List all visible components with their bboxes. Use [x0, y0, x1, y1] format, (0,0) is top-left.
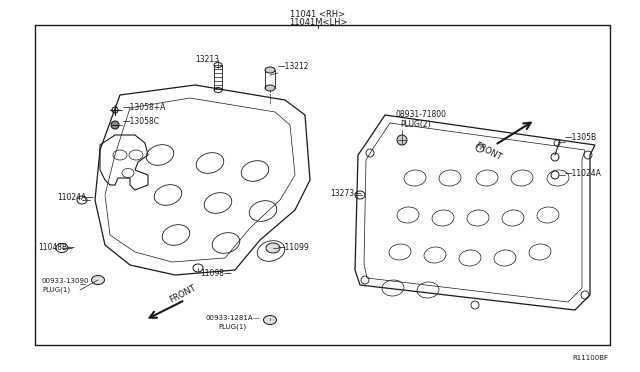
- Ellipse shape: [266, 243, 280, 253]
- Text: 00933-13090: 00933-13090: [42, 278, 90, 284]
- Text: 11024A—: 11024A—: [57, 193, 94, 202]
- Text: 11041M<LH>: 11041M<LH>: [289, 18, 348, 27]
- Text: FRONT: FRONT: [168, 283, 198, 305]
- Text: 13273—: 13273—: [330, 189, 362, 198]
- Text: FRONT: FRONT: [473, 141, 502, 163]
- Text: PLUG(2): PLUG(2): [400, 120, 431, 129]
- Text: 11041 <RH>: 11041 <RH>: [291, 10, 346, 19]
- Text: —11099: —11099: [278, 243, 310, 251]
- Text: —1305B: —1305B: [565, 134, 597, 142]
- Ellipse shape: [92, 276, 104, 285]
- Text: 00933-1281A—: 00933-1281A—: [205, 315, 260, 321]
- Text: R11100BF: R11100BF: [572, 355, 608, 361]
- Ellipse shape: [265, 85, 275, 91]
- Circle shape: [111, 121, 119, 129]
- Text: PLUG(1): PLUG(1): [42, 287, 70, 293]
- Text: —13212: —13212: [278, 62, 310, 71]
- Text: —13058+A: —13058+A: [123, 103, 166, 112]
- Text: —13058C: —13058C: [123, 118, 160, 126]
- Text: 13213: 13213: [195, 55, 219, 64]
- Ellipse shape: [265, 67, 275, 73]
- Text: —11024A: —11024A: [565, 169, 602, 177]
- Ellipse shape: [264, 315, 276, 324]
- Text: PLUG(1): PLUG(1): [218, 324, 246, 330]
- Text: 11098—: 11098—: [200, 269, 232, 278]
- Text: 08931-71800: 08931-71800: [395, 110, 446, 119]
- Text: 11048B—: 11048B—: [38, 243, 75, 251]
- Circle shape: [397, 135, 407, 145]
